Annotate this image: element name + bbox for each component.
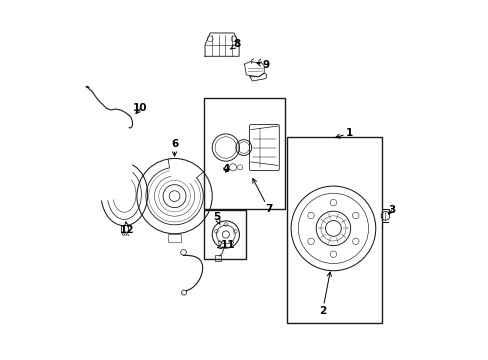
Text: 11: 11 (217, 240, 235, 250)
Text: 1: 1 (335, 129, 352, 138)
Text: 10: 10 (133, 103, 147, 113)
Text: 6: 6 (171, 139, 178, 156)
Text: 7: 7 (252, 179, 272, 215)
Text: 12: 12 (120, 222, 134, 235)
Bar (215, 255, 221, 261)
Text: 8: 8 (230, 40, 241, 49)
Bar (204, 211, 245, 259)
Bar (204, 98, 285, 209)
Text: 4: 4 (222, 164, 229, 174)
Bar (286, 137, 381, 323)
Text: 2: 2 (318, 272, 331, 316)
Text: 5: 5 (212, 212, 220, 224)
Text: 3: 3 (387, 206, 394, 216)
Bar (168, 234, 181, 242)
Text: 9: 9 (256, 60, 269, 70)
